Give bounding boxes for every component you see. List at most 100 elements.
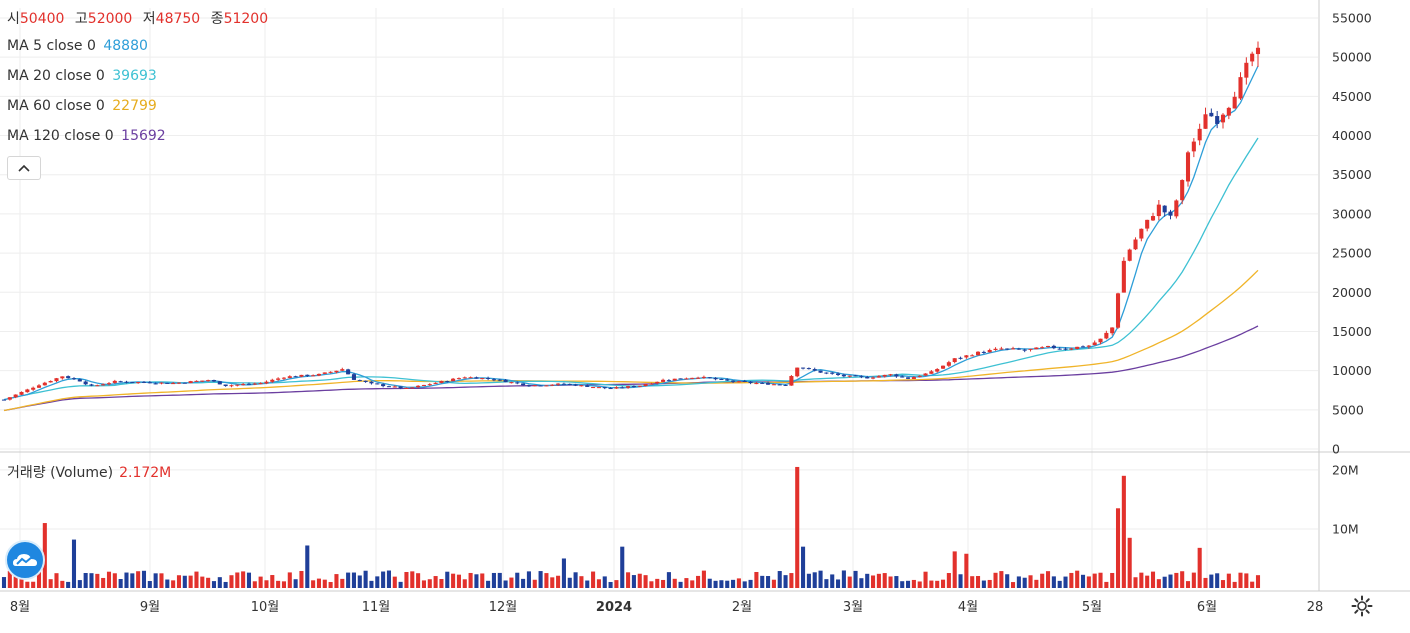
volume-bar[interactable] <box>509 577 514 588</box>
candle[interactable] <box>31 386 36 391</box>
volume-bar[interactable] <box>1040 573 1045 588</box>
volume-bar[interactable] <box>299 570 304 588</box>
volume-bar[interactable] <box>147 581 152 588</box>
volume-bar[interactable] <box>1162 576 1167 588</box>
volume-bar[interactable] <box>696 575 701 588</box>
volume-bar[interactable] <box>1028 575 1033 588</box>
volume-bar[interactable] <box>626 572 631 588</box>
candle[interactable] <box>153 382 158 385</box>
candle[interactable] <box>550 384 555 386</box>
candle[interactable] <box>1133 237 1138 251</box>
volume-bar[interactable] <box>941 579 946 588</box>
volume-bar[interactable] <box>1092 573 1097 588</box>
candle[interactable] <box>871 376 876 380</box>
candle[interactable] <box>54 377 59 383</box>
volume-bar[interactable] <box>573 572 578 588</box>
volume-bar[interactable] <box>235 572 240 588</box>
candle[interactable] <box>1244 57 1249 85</box>
candle[interactable] <box>760 382 765 384</box>
candle[interactable] <box>223 384 228 387</box>
candle[interactable] <box>1040 346 1045 349</box>
volume-bar[interactable] <box>1185 581 1191 588</box>
volume-bar[interactable] <box>760 575 765 588</box>
candle[interactable] <box>888 373 893 377</box>
volume-bar[interactable] <box>171 580 176 588</box>
candle[interactable] <box>1203 107 1208 129</box>
volume-bar[interactable] <box>106 571 112 588</box>
volume-bar[interactable] <box>655 578 660 588</box>
volume-bar[interactable] <box>25 581 30 588</box>
candle[interactable] <box>865 375 870 379</box>
volume-bar[interactable] <box>1174 572 1179 588</box>
ma5-legend[interactable]: MA 5 close 0 48880 <box>7 31 274 61</box>
candle[interactable] <box>346 368 351 375</box>
volume-bar[interactable] <box>917 581 922 588</box>
volume-bar[interactable] <box>340 578 345 588</box>
volume-bar[interactable] <box>375 576 380 588</box>
candle[interactable] <box>964 354 969 359</box>
volume-bar[interactable] <box>322 579 327 588</box>
volume-bar[interactable] <box>836 579 841 588</box>
volume-bar[interactable] <box>771 579 776 588</box>
candle[interactable] <box>847 375 852 378</box>
candle[interactable] <box>935 368 940 373</box>
volume-bar[interactable] <box>935 580 940 588</box>
volume-bar[interactable] <box>1110 572 1115 588</box>
volume-bar[interactable] <box>544 573 549 588</box>
volume-bar[interactable] <box>1022 577 1027 588</box>
volume-bar[interactable] <box>608 581 613 588</box>
volume-bar[interactable] <box>77 580 82 588</box>
candle[interactable] <box>789 375 794 386</box>
volume-bar[interactable] <box>1180 571 1185 588</box>
candle[interactable] <box>36 384 42 389</box>
candle[interactable] <box>101 383 106 386</box>
candle[interactable] <box>491 378 496 382</box>
volume-bar[interactable] <box>165 579 170 588</box>
candle[interactable] <box>421 384 426 387</box>
candle[interactable] <box>946 360 951 368</box>
volume-bar[interactable] <box>783 575 788 588</box>
volume-bar[interactable] <box>1 577 7 588</box>
volume-bar[interactable] <box>66 581 71 588</box>
candle[interactable] <box>754 382 759 385</box>
candle[interactable] <box>171 382 176 385</box>
ma20-line[interactable] <box>3 137 1259 401</box>
candle[interactable] <box>923 373 928 376</box>
candle[interactable] <box>241 382 246 386</box>
candle[interactable] <box>1092 340 1097 346</box>
candle[interactable] <box>60 376 65 380</box>
candle[interactable] <box>1104 330 1109 340</box>
candle[interactable] <box>1209 108 1214 117</box>
candle[interactable] <box>252 382 257 386</box>
candle[interactable] <box>433 382 438 385</box>
candle[interactable] <box>841 373 846 378</box>
candle[interactable] <box>561 382 566 385</box>
volume-bar[interactable] <box>853 570 858 588</box>
volume-bar[interactable] <box>1075 570 1080 588</box>
candle[interactable] <box>351 372 356 380</box>
volume-bar[interactable] <box>620 546 625 588</box>
volume-bar[interactable] <box>497 572 502 588</box>
candle[interactable] <box>836 372 841 377</box>
candle[interactable] <box>532 385 537 387</box>
candle[interactable] <box>538 385 543 387</box>
candle[interactable] <box>614 386 619 389</box>
candle[interactable] <box>1016 347 1021 350</box>
candle[interactable] <box>480 377 485 380</box>
candle[interactable] <box>1168 209 1173 220</box>
volume-bar[interactable] <box>13 575 18 588</box>
candle[interactable] <box>911 376 916 380</box>
volume-bar[interactable] <box>281 581 287 588</box>
volume-bar[interactable] <box>678 581 683 588</box>
volume-bar[interactable] <box>334 574 339 588</box>
candle[interactable] <box>381 383 386 388</box>
candle[interactable] <box>859 375 864 379</box>
price-axis[interactable]: 5500050000450004000035000300002500020000… <box>1332 11 1372 537</box>
volume-bar[interactable] <box>287 572 292 588</box>
volume-bar[interactable] <box>1080 574 1086 588</box>
candle[interactable] <box>1197 123 1202 146</box>
volume-bar[interactable] <box>958 574 963 588</box>
candle[interactable] <box>567 383 572 386</box>
volume-bar[interactable] <box>258 576 263 588</box>
